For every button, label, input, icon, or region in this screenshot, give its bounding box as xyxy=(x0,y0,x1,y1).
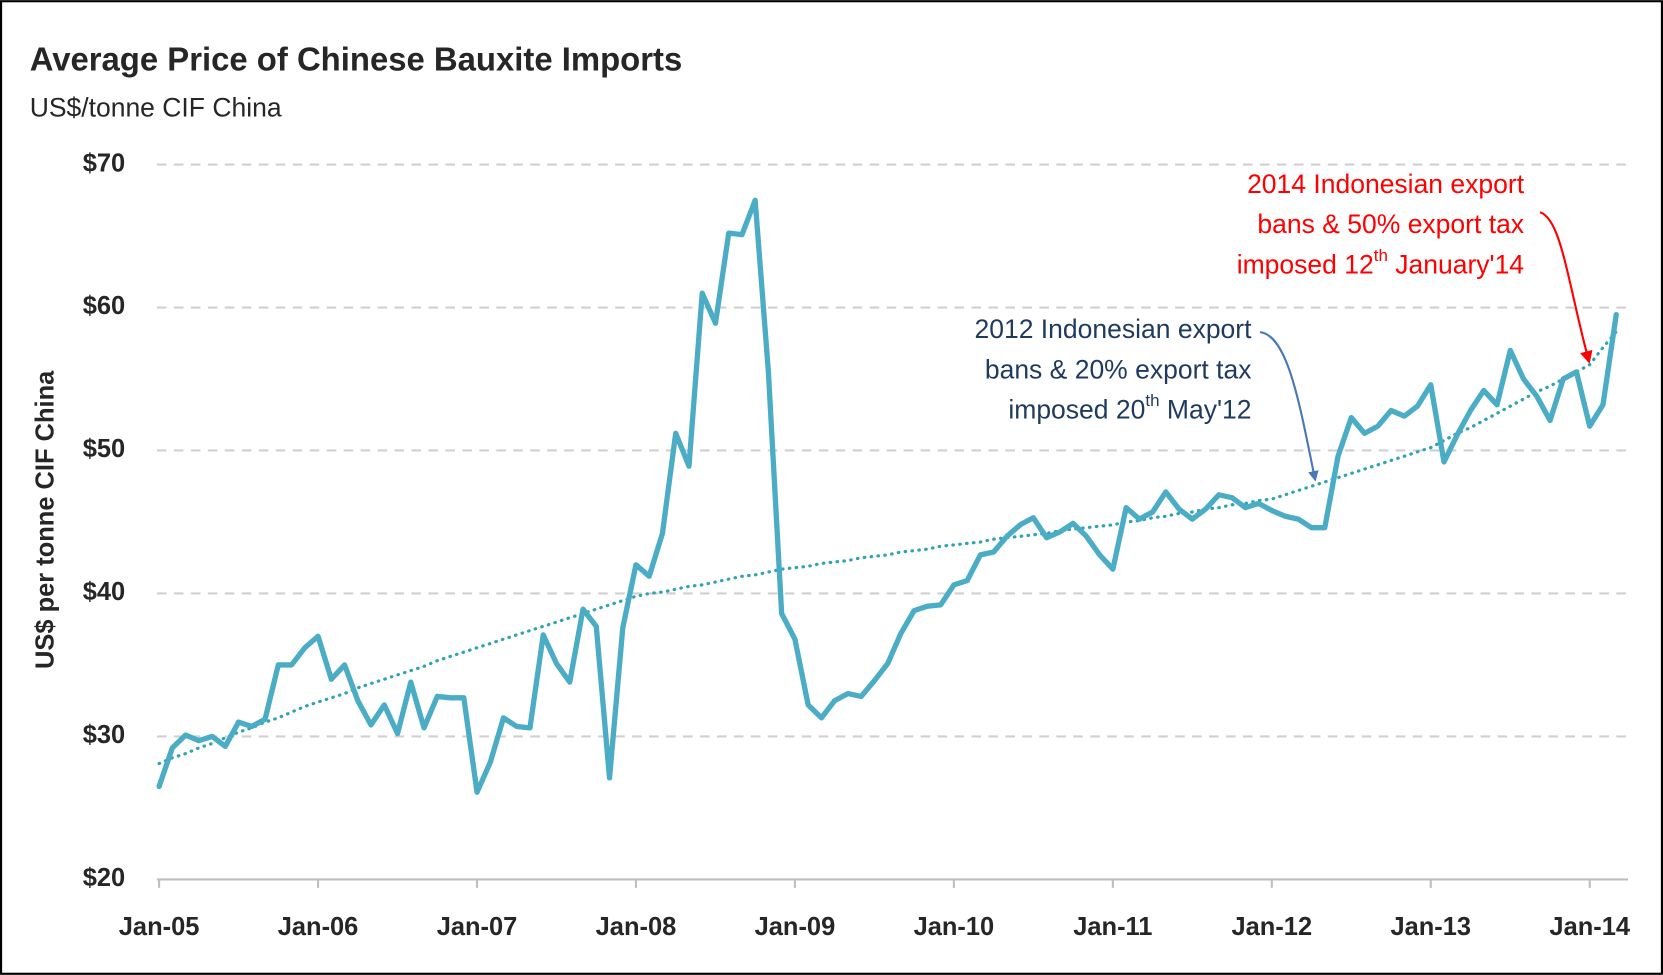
y-tick-label: $30 xyxy=(83,721,125,749)
annotation-text: bans & 20% export tax xyxy=(985,354,1252,384)
annotation-text: 2014 Indonesian export xyxy=(1247,169,1525,199)
annotation: 2012 Indonesian export xyxy=(974,314,1252,344)
annotation: 2014 Indonesian export xyxy=(1247,169,1525,199)
chart-subtitle: US$/tonne CIF China xyxy=(30,92,282,122)
trend-line xyxy=(157,330,1618,766)
y-tick-label: $50 xyxy=(83,435,125,463)
x-tick-label: Jan-06 xyxy=(278,913,359,941)
annotation-text: th xyxy=(1145,392,1159,411)
annotation-text: January'14 xyxy=(1388,249,1524,279)
x-tick-label: Jan-14 xyxy=(1549,913,1630,941)
annotation: bans & 50% export tax xyxy=(1257,209,1524,239)
x-tick-label: Jan-11 xyxy=(1073,913,1152,941)
annotation-text: bans & 50% export tax xyxy=(1257,209,1524,239)
arrow xyxy=(1539,211,1593,364)
annotation: imposed 20th May'12 xyxy=(1008,392,1251,425)
annotation-text: th xyxy=(1374,246,1388,265)
annotation-text: imposed 12 xyxy=(1237,249,1374,279)
x-tick-label: Jan-13 xyxy=(1390,913,1471,941)
y-tick-label: $60 xyxy=(83,292,125,320)
y-axis-label: US$ per tonne CIF China xyxy=(31,370,59,669)
chart-title: Average Price of Chinese Bauxite Imports xyxy=(30,40,683,77)
x-tick-label: Jan-08 xyxy=(596,913,677,941)
x-tick-label: Jan-12 xyxy=(1232,913,1313,941)
data-line xyxy=(156,197,1619,795)
x-tick-label: Jan-07 xyxy=(437,913,518,941)
annotation-text: imposed 20 xyxy=(1008,395,1145,425)
annotation: imposed 12th January'14 xyxy=(1237,246,1524,279)
annotation: bans & 20% export tax xyxy=(985,354,1252,384)
annotation-text: May'12 xyxy=(1160,395,1252,425)
y-tick-label: $20 xyxy=(83,864,125,892)
x-tick-label: Jan-10 xyxy=(914,913,995,941)
y-tick-label: $70 xyxy=(83,149,125,177)
x-tick-label: Jan-09 xyxy=(755,913,836,941)
arrow xyxy=(1259,331,1319,482)
y-tick-label: $40 xyxy=(83,578,125,606)
x-tick-label: Jan-05 xyxy=(119,913,200,941)
annotation-text: 2012 Indonesian export xyxy=(974,314,1252,344)
